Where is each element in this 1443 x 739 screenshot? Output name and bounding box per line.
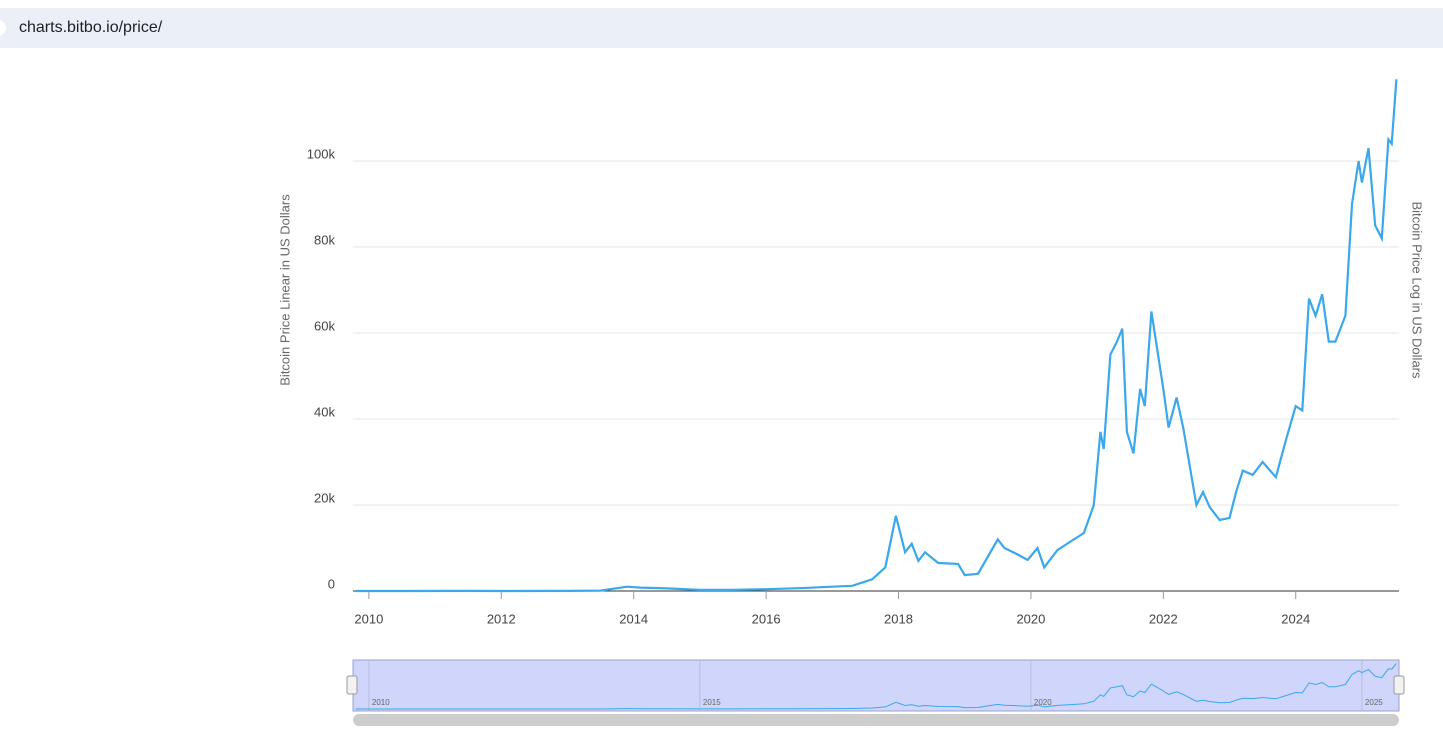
y-tick-label: 0	[328, 576, 335, 591]
x-tick-label: 2018	[884, 611, 913, 626]
navigator-tick-label: 2010	[372, 698, 390, 707]
x-tick-label: 2010	[354, 611, 383, 626]
navigator-tick-label: 2015	[703, 698, 721, 707]
x-tick-label: 2014	[619, 611, 648, 626]
x-tick-label: 2012	[487, 611, 516, 626]
y-tick-label: 60k	[314, 318, 335, 333]
y-tick-label: 40k	[314, 404, 335, 419]
navigator[interactable]	[352, 659, 1400, 712]
navigator-tick-label: 2020	[1034, 698, 1052, 707]
price-line	[355, 79, 1398, 593]
y-tick-label: 80k	[314, 232, 335, 247]
navigator-handle[interactable]	[346, 675, 358, 695]
scrollbar[interactable]	[353, 714, 1399, 726]
x-tick-label: 2020	[1016, 611, 1045, 626]
navigator-line	[355, 663, 1397, 710]
y-tick-label: 20k	[314, 490, 335, 505]
url[interactable]: charts.bitbo.io/price/	[19, 19, 163, 36]
x-tick-label: 2016	[752, 611, 781, 626]
x-tick-label: 2024	[1281, 611, 1310, 626]
address-bar[interactable]	[0, 8, 1443, 48]
navigator-tick-label: 2025	[1365, 698, 1383, 707]
y-axis-title: Bitcoin Price Linear in US Dollars	[277, 194, 292, 386]
site-icon	[0, 20, 6, 36]
navigator-handle[interactable]	[1393, 675, 1405, 695]
x-tick-label: 2022	[1149, 611, 1178, 626]
y-tick-label: 100k	[307, 146, 336, 161]
y2-axis-title: Bitcoin Price Log in US Dollars	[1410, 201, 1425, 379]
